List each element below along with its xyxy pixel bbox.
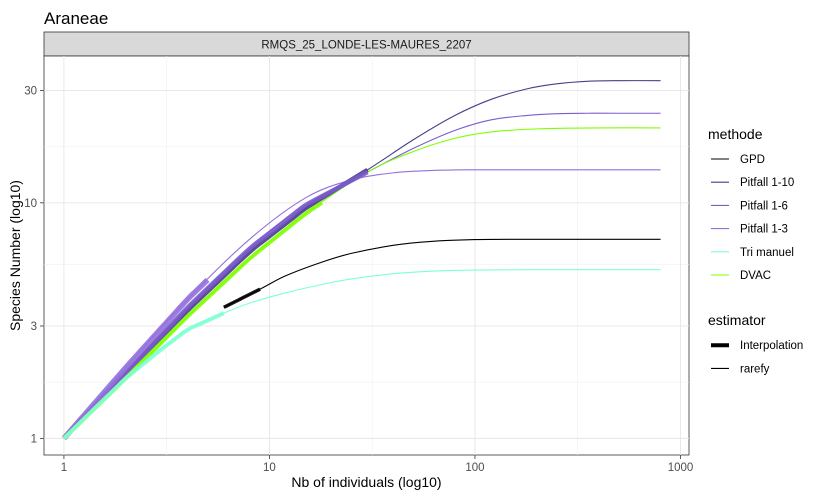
- legend-title: estimator: [708, 312, 766, 328]
- legend-entry: GPD: [740, 154, 765, 166]
- legend-entry: DVAC: [740, 270, 771, 282]
- y-axis-label: Species Number (log10): [7, 180, 23, 331]
- x-tick-label: 1: [61, 462, 67, 474]
- y-tick-label: 30: [24, 85, 37, 97]
- legend-title: methode: [708, 126, 763, 142]
- legend-entry: rarefy: [740, 363, 770, 375]
- legend-entry: Tri manuel: [740, 247, 794, 259]
- series-interpolation: [62, 311, 225, 440]
- x-axis-label: Nb of individuals (log10): [291, 474, 441, 490]
- x-tick-label: 1000: [668, 462, 694, 474]
- legend-entry: Pitfall 1-3: [740, 224, 788, 236]
- series-group: [61, 80, 661, 441]
- facet-strip: [43, 31, 690, 57]
- legend: methode GPD Pitfall 1-10 Pitfall 1-6 Pitfall…: [708, 126, 803, 375]
- chart-title: Araneae: [44, 9, 108, 28]
- y-axis: 1 3 10 30: [24, 85, 44, 445]
- legend-entry: Pitfall 1-6: [740, 200, 788, 212]
- x-tick-label: 100: [465, 462, 484, 474]
- x-axis: 1 10 100 1000: [61, 455, 694, 474]
- y-tick-label: 3: [31, 321, 37, 333]
- series-interpolation: [223, 287, 261, 309]
- series-interpolation: [62, 170, 369, 440]
- plot-panel: [43, 55, 690, 456]
- y-tick-label: 10: [24, 198, 37, 210]
- y-tick-label: 1: [31, 433, 37, 445]
- series-interpolation: [61, 277, 210, 441]
- legend-entry: Pitfall 1-10: [740, 177, 794, 189]
- grid: [44, 56, 689, 455]
- legend-entry: Interpolation: [740, 340, 803, 352]
- facet-label: RMQS_25_LONDE-LES-MAURES_2207: [261, 40, 471, 52]
- x-tick-label: 10: [263, 462, 276, 474]
- series-line: [223, 238, 661, 308]
